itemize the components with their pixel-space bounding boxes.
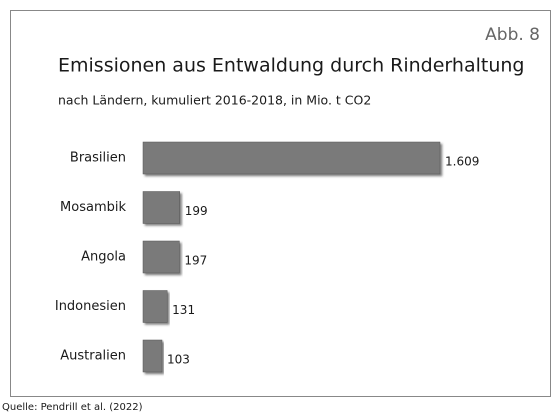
figure-label: Abb. 8 (485, 25, 540, 45)
bar (142, 339, 163, 373)
value-label: 103 (167, 353, 190, 367)
value-label: 1.609 (445, 155, 479, 169)
frame (10, 10, 551, 397)
category-label: Angola (81, 250, 126, 265)
bar (142, 290, 168, 323)
value-label: 197 (184, 254, 207, 268)
chart-title: Emissionen aus Entwaldung durch Rinderha… (58, 55, 524, 77)
category-label: Indonesien (55, 299, 126, 314)
category-label: Brasilien (70, 151, 126, 166)
chart-subtitle: nach Ländern, kumuliert 2016-2018, in Mi… (58, 93, 371, 108)
category-label: Mosambik (60, 200, 126, 215)
bar (142, 141, 441, 175)
source: Quelle: Pendrill et al. (2022) (2, 402, 143, 413)
value-label: 199 (185, 204, 208, 218)
category-label: Australien (60, 349, 126, 364)
bar (142, 191, 180, 224)
bar (142, 240, 180, 274)
value-label: 131 (172, 303, 195, 317)
